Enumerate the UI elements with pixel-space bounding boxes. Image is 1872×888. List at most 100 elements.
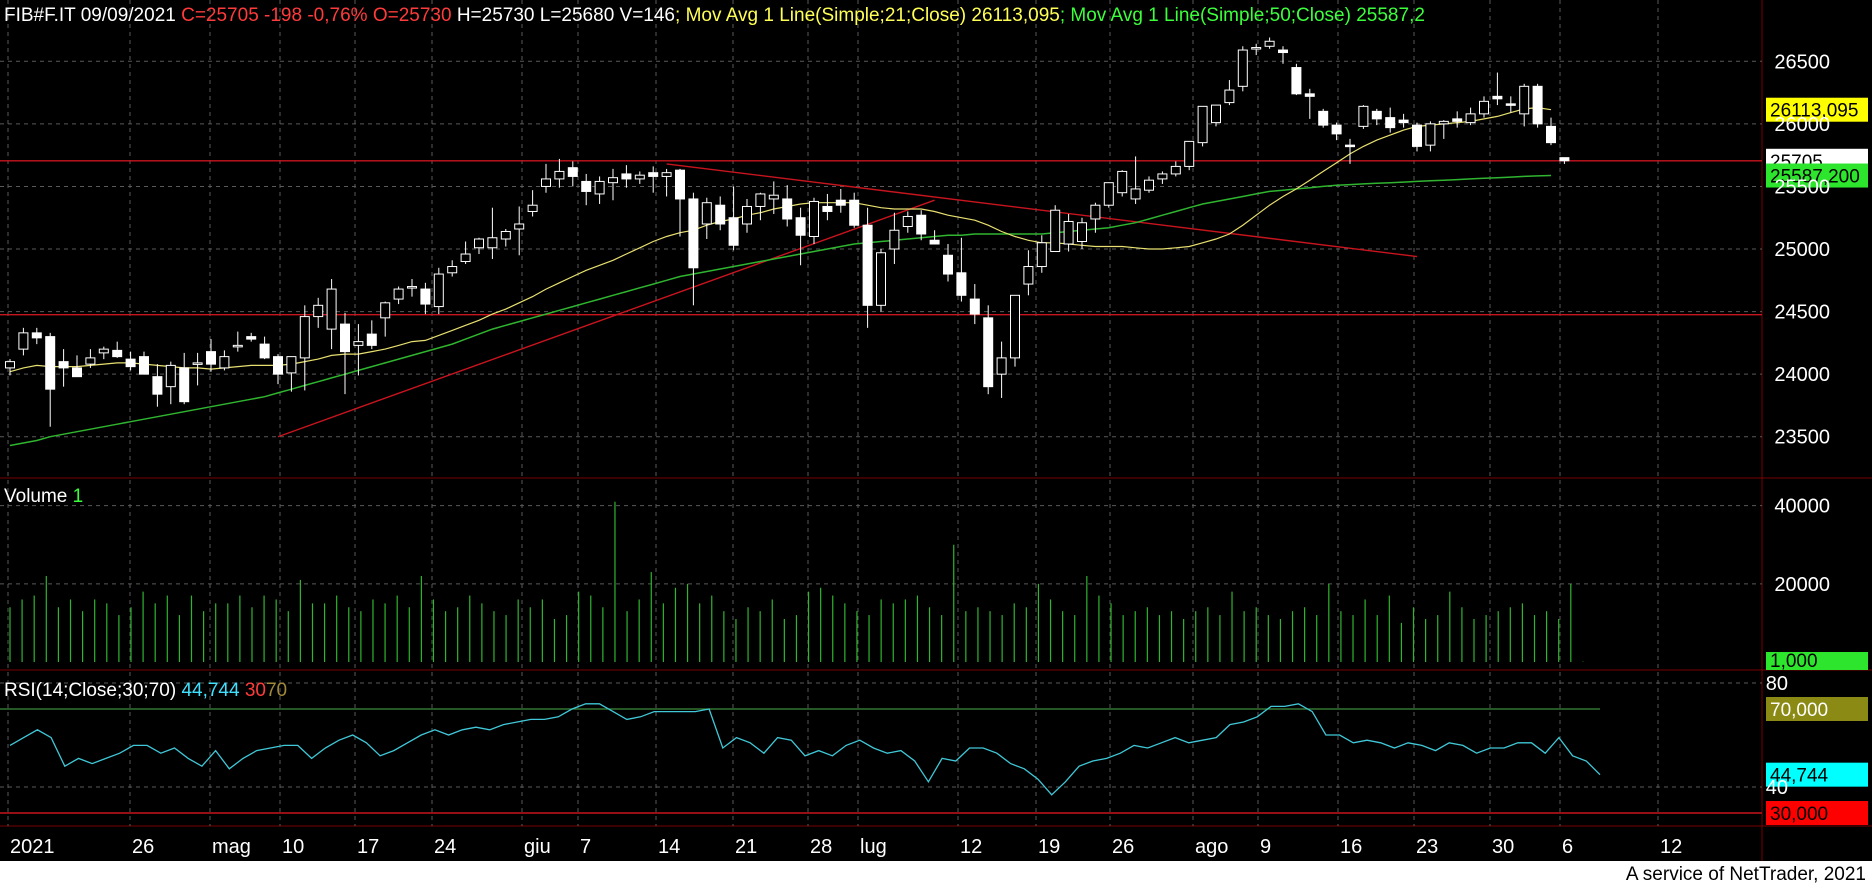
candle-body-up [889,229,900,250]
candle-body-up [1010,294,1020,359]
candle [286,356,297,392]
candle [206,339,216,372]
time-tick-label: 12 [960,836,982,858]
volume-panel: 1,000 [9,501,1868,672]
candle-body-up [1237,49,1248,87]
candle-body-down [916,214,927,235]
candle-body-up [1184,140,1195,167]
candle-body-down [139,356,149,375]
candle [1492,72,1503,106]
candle-body-up [232,344,243,348]
candle [768,181,779,214]
candle [299,305,310,391]
candle-body-down [179,367,190,403]
candle [1371,108,1382,126]
ma50-label: ; Mov Avg 1 Line(Simple;50;Close) [1059,5,1351,26]
candle [313,297,324,328]
candle [849,192,860,228]
candle-body-down [1385,117,1396,129]
candle [1010,294,1020,367]
volume-label: Volume [4,486,68,507]
candle [5,359,15,376]
candle [1103,182,1114,208]
candle [688,192,699,306]
time-tick-label: 10 [282,836,304,858]
candle [1117,170,1128,197]
candle-body-down [31,332,42,339]
rsi-header: RSI(14;Close;30;70) 44,744 3070 [4,680,287,702]
candle [31,327,42,345]
candle [1184,140,1195,171]
time-tick-label: 19 [1038,836,1060,858]
candle [1278,46,1288,64]
candle [1358,105,1369,129]
candle [1077,217,1087,250]
candle-body-up [165,364,176,388]
candle [1251,43,1262,56]
ma21-line [9,106,1552,373]
candle [232,331,243,352]
candle-body-down [822,205,833,212]
candle [1157,171,1168,184]
candle-body-up [433,273,444,308]
candle [728,186,739,251]
candle [701,197,712,239]
candle-body-down [983,317,994,388]
candle-body-down [795,217,806,236]
candle-body-up [299,316,310,359]
candle-body-up [447,266,458,274]
price-tick-label: 24500 [1774,302,1830,324]
candle-body-down [366,333,377,346]
candle-body-down [1559,157,1570,162]
candle-body-down [1398,119,1409,124]
candle-body-up [393,288,404,300]
time-tick-label: 23 [1416,836,1438,858]
candle-body-down [1546,125,1556,144]
candle [661,168,672,197]
candle-body-up [1117,170,1128,194]
price-tick-label: 26000 [1774,114,1830,136]
price-axis-label-bg [1766,163,1868,188]
candle [514,206,525,256]
candle-body-up [219,356,230,369]
candle [487,207,498,260]
candle-body-up [1479,100,1489,115]
candle [139,351,149,375]
candle [18,327,29,356]
candle-body-down [849,199,860,226]
time-tick-label: giu [524,836,551,858]
candle [340,312,350,395]
candle [1237,46,1248,92]
candle [956,237,967,302]
hlv-text: H=25730 L=25680 V=146 [456,5,676,26]
price-tick-label: 23500 [1774,427,1830,449]
candle [1505,96,1516,113]
candle-body-down [273,356,283,375]
time-tick-label: ago [1195,836,1228,858]
candle-body-down [943,254,953,275]
candle [822,193,833,221]
candle-body-down [1412,124,1422,147]
candle-body-up [1197,105,1208,144]
candle-body-up [996,357,1007,375]
candle [72,355,82,378]
candle [943,244,953,282]
candle [1291,63,1302,96]
candle [1036,235,1047,273]
candle [1385,107,1396,133]
candle-body-up [380,302,391,319]
candle [929,230,940,245]
candle [1211,104,1221,127]
candle [1425,121,1436,152]
candle [1050,205,1061,253]
rsi-line [9,703,1601,796]
price-tick-label: 26500 [1774,51,1830,73]
candle [782,185,793,227]
candle-body-up [474,238,484,249]
candle-body-up [1264,40,1275,47]
candle-body-up [514,223,525,230]
time-tick-label: 21 [735,836,757,858]
time-tick-label: 16 [1340,836,1362,858]
candle [1465,107,1476,126]
